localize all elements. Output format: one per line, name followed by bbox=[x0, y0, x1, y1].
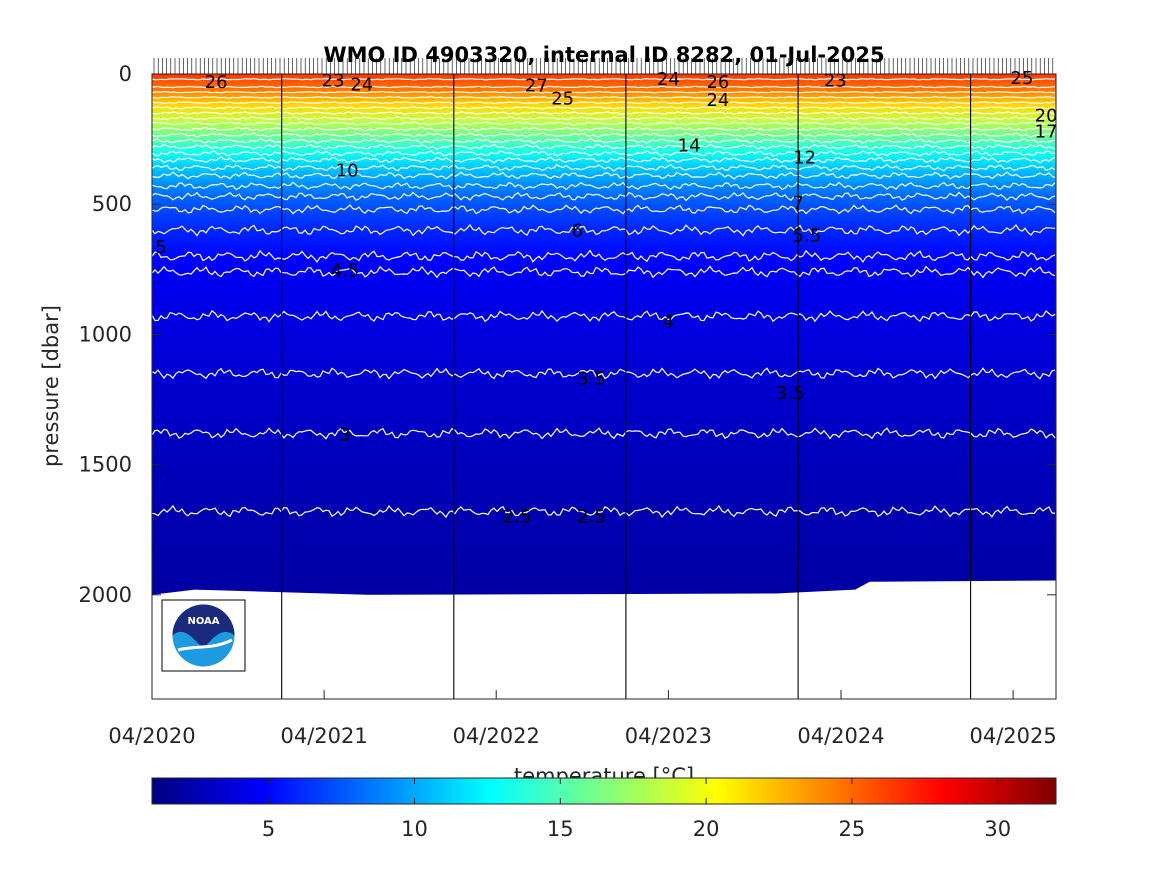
contour-label: 4.5 bbox=[331, 261, 360, 282]
contour-label: 2.5 bbox=[577, 507, 606, 528]
chart-title: WMO ID 4903320, internal ID 8282, 01-Jul… bbox=[323, 43, 884, 67]
contour-label: 10 bbox=[336, 160, 359, 181]
isotherm-24 bbox=[152, 90, 1056, 94]
contour-label: 24 bbox=[657, 69, 680, 90]
isotherm-15 bbox=[152, 138, 1056, 144]
profile-time-ticks bbox=[153, 58, 1054, 74]
contour-label: 24 bbox=[350, 74, 373, 95]
isotherm-11 bbox=[152, 163, 1056, 172]
x-tick-label: 04/2025 bbox=[969, 724, 1056, 748]
y-tick-label: 1500 bbox=[79, 453, 132, 477]
contour-label: 6 bbox=[572, 220, 583, 241]
isotherm-4-5 bbox=[152, 265, 1056, 279]
y-tick-label: 500 bbox=[92, 192, 132, 216]
contour-label: 2.5 bbox=[503, 507, 532, 528]
y-tick-label: 2000 bbox=[79, 583, 132, 607]
contour-label: 26 bbox=[205, 72, 228, 93]
noaa-logo: NOAA bbox=[161, 599, 246, 672]
isotherm-17 bbox=[152, 126, 1056, 132]
isotherm-6 bbox=[152, 223, 1056, 237]
isotherm-13 bbox=[152, 150, 1056, 157]
x-tick-label: 04/2021 bbox=[280, 724, 367, 748]
x-tick-label: 04/2020 bbox=[108, 724, 195, 748]
contour-label: 24 bbox=[706, 90, 729, 111]
contour-label: 3 bbox=[339, 425, 350, 446]
colorbar-tick-label: 30 bbox=[984, 817, 1011, 841]
contour-label: 20 bbox=[1035, 106, 1058, 127]
contour-label: 25 bbox=[1011, 68, 1034, 89]
isotherm-22 bbox=[152, 101, 1056, 105]
x-tick-label: 04/2023 bbox=[625, 724, 712, 748]
isotherm-19 bbox=[152, 116, 1056, 121]
y-axis-label: pressure [dbar] bbox=[39, 305, 63, 467]
axes: 0 500 1000 1500 2000 04/2020 04/2021 04/2022 04/… bbox=[79, 58, 1057, 748]
isotherm-5 bbox=[152, 249, 1056, 264]
colorbar-tick-label: 10 bbox=[401, 817, 428, 841]
contour-label: 26 bbox=[706, 72, 729, 93]
noaa-logo-text: NOAA bbox=[187, 616, 219, 627]
isotherm-3 bbox=[152, 427, 1056, 440]
isotherm-4 bbox=[152, 309, 1056, 323]
isotherm-18 bbox=[152, 121, 1056, 126]
isotherm-10 bbox=[152, 171, 1056, 180]
colorbar-tick-label: 25 bbox=[839, 817, 866, 841]
isotherm-2-5 bbox=[152, 504, 1056, 519]
isotherm-8 bbox=[152, 191, 1056, 202]
colorbar-tick-label: 20 bbox=[693, 817, 720, 841]
contour-label: 17 bbox=[1035, 121, 1058, 142]
colorbar-tick-label: 15 bbox=[547, 817, 574, 841]
y-tick-label: 1000 bbox=[79, 322, 132, 346]
x-tick-label: 04/2022 bbox=[453, 724, 540, 748]
isotherm-23 bbox=[152, 95, 1056, 99]
contour-label: 5 bbox=[155, 237, 166, 258]
colorbar: 5 10 15 20 25 30 bbox=[151, 777, 1057, 841]
isotherm-21 bbox=[152, 106, 1056, 110]
contour-label: 25 bbox=[551, 89, 574, 110]
contour-label: 23 bbox=[322, 71, 345, 92]
y-tick-label: 0 bbox=[119, 62, 132, 86]
plot-frame bbox=[151, 73, 1057, 700]
contour-label: 7 bbox=[792, 193, 803, 214]
x-tick-label: 04/2024 bbox=[797, 724, 884, 748]
contour-label: 23 bbox=[824, 71, 847, 92]
isotherm-12 bbox=[152, 156, 1056, 164]
contour-label: 27 bbox=[525, 76, 548, 97]
contour-label: 3.5 bbox=[577, 369, 606, 390]
contour-label: 4 bbox=[663, 311, 674, 332]
colorbar-scale bbox=[151, 777, 1057, 805]
isotherm-20 bbox=[152, 111, 1056, 116]
isotherm-26 bbox=[152, 77, 1055, 81]
isotherm-16 bbox=[152, 132, 1056, 138]
contour-label: 5.5 bbox=[793, 226, 822, 247]
contour-label: 12 bbox=[793, 147, 816, 168]
isotherm-9 bbox=[152, 181, 1056, 191]
colorbar-tick-label: 5 bbox=[262, 817, 275, 841]
isotherm-25 bbox=[152, 85, 1056, 89]
isotherm-3-5 bbox=[152, 367, 1056, 380]
contour-label: 3.5 bbox=[776, 383, 805, 404]
isotherm-14 bbox=[152, 143, 1056, 151]
isotherm-7 bbox=[152, 204, 1056, 215]
contour-label: 14 bbox=[678, 136, 701, 157]
